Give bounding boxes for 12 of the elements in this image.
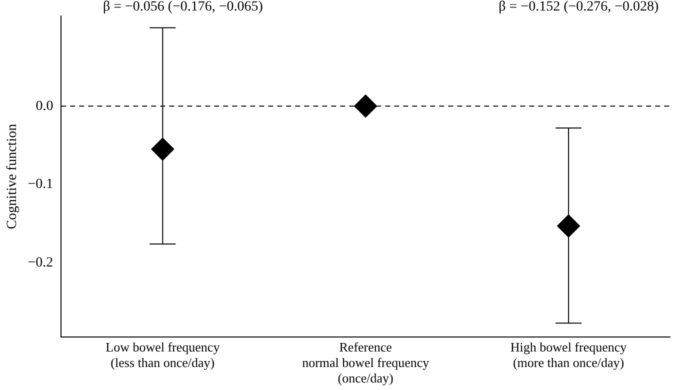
text: β = −0.152 (−0.276, −0.028) [498, 0, 660, 15]
point [354, 94, 378, 118]
y-tick-label: 0.0 [36, 98, 54, 114]
point [151, 138, 174, 161]
y-axis-title: Cognitive function [5, 124, 20, 230]
y-tick-label: −0.2 [28, 255, 54, 270]
text: β = −0.056 (−0.176, −0.065) [102, 0, 264, 15]
point [557, 214, 580, 238]
x-tick-label: Low bowel frequency (less than once/day) [106, 339, 220, 370]
y-tick-label: −0.1 [28, 177, 54, 192]
x-tick-label: High bowel frequency (more than once/day) [510, 339, 628, 370]
x-tick-label: Reference normal bowel frequency (once/day) [302, 339, 430, 386]
